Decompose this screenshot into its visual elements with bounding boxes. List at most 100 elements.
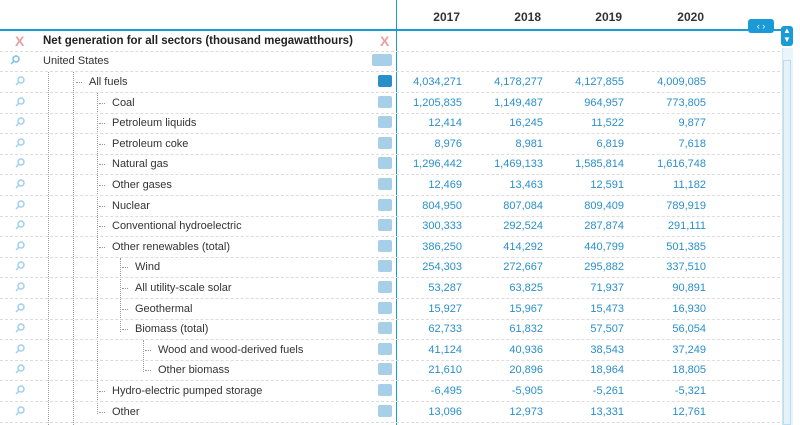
search-icon[interactable] <box>14 219 26 231</box>
column-2020[interactable]: 2020 <box>677 10 704 24</box>
cell-value: -5,321 <box>674 385 706 397</box>
search-icon[interactable] <box>14 405 26 417</box>
cell-value: 9,877 <box>678 117 706 130</box>
search-icon[interactable] <box>14 322 26 334</box>
table-row: All fuels 4,034,271 4,178,277 4,127,855 4,00… <box>0 72 780 93</box>
line-chart-icon[interactable] <box>378 136 392 149</box>
cell-value: 4,178,277 <box>494 76 543 88</box>
search-icon[interactable] <box>14 302 26 314</box>
search-icon[interactable] <box>14 75 26 87</box>
row-label[interactable]: Petroleum liquids <box>112 117 197 130</box>
column-2018[interactable]: 2018 <box>514 10 541 24</box>
vertical-scroll-arrows-icon[interactable]: ▲ ▼ <box>781 26 793 46</box>
row-label[interactable]: Other gases <box>112 179 172 191</box>
line-chart-icon[interactable] <box>378 178 392 190</box>
tree-guide-line <box>73 72 74 425</box>
region-row: United States <box>0 51 780 72</box>
search-icon[interactable] <box>14 363 26 375</box>
row-label[interactable]: Natural gas <box>112 158 169 171</box>
cell-value: 4,034,271 <box>413 76 462 88</box>
cell-value: 90,891 <box>672 282 706 294</box>
line-chart-icon[interactable] <box>378 219 392 232</box>
cell-value: 16,930 <box>672 302 706 315</box>
cell-value: 8,981 <box>515 137 543 150</box>
line-chart-icon[interactable] <box>378 116 392 129</box>
line-chart-icon[interactable] <box>378 157 392 170</box>
cell-value: 292,524 <box>503 220 543 233</box>
row-label[interactable]: Conventional hydroelectric <box>112 220 242 233</box>
row-label[interactable]: Geothermal <box>135 302 193 315</box>
cell-value: 11,522 <box>591 117 624 130</box>
search-icon[interactable] <box>14 384 26 396</box>
line-chart-icon[interactable] <box>378 301 392 314</box>
table-row: Other renewables (total) 386,250 414,292 44… <box>0 237 780 258</box>
row-label[interactable]: Hydro-electric pumped storage <box>112 385 263 397</box>
search-icon[interactable] <box>14 96 26 108</box>
row-label[interactable]: Coal <box>112 96 135 109</box>
search-icon[interactable] <box>14 240 26 252</box>
cell-value: 21,610 <box>428 364 462 377</box>
search-icon[interactable] <box>14 281 26 293</box>
row-label[interactable]: All fuels <box>89 76 128 88</box>
cell-value: 1,469,133 <box>494 158 543 171</box>
remove-x-icon[interactable]: X <box>15 33 25 49</box>
search-icon[interactable] <box>14 137 26 149</box>
search-icon[interactable] <box>14 178 26 190</box>
cell-value: 337,510 <box>666 261 706 274</box>
tree-connector <box>145 370 151 372</box>
line-chart-icon[interactable] <box>378 198 392 211</box>
row-label[interactable]: Petroleum coke <box>112 137 189 150</box>
cell-value: 57,507 <box>590 323 624 336</box>
tree-connector <box>99 102 105 104</box>
cell-value: 295,882 <box>584 261 624 274</box>
row-label[interactable]: Nuclear <box>112 199 150 212</box>
cell-value: 964,957 <box>584 96 624 109</box>
expand-search-icon[interactable] <box>9 54 21 66</box>
line-chart-icon[interactable] <box>378 342 392 355</box>
cell-value: 291,111 <box>667 220 706 233</box>
cell-value: 63,825 <box>509 282 543 294</box>
tree-guide-line <box>48 72 49 425</box>
tree-connector <box>99 411 105 413</box>
row-label[interactable]: Other renewables (total) <box>112 240 230 253</box>
search-icon[interactable] <box>14 260 26 272</box>
chart-toggle-icon[interactable] <box>372 54 392 66</box>
search-icon[interactable] <box>14 157 26 169</box>
cell-value: 287,874 <box>584 220 624 233</box>
line-chart-icon[interactable] <box>378 75 392 87</box>
cell-value: 773,805 <box>666 96 706 109</box>
row-label[interactable]: Wood and wood-derived fuels <box>158 343 304 356</box>
cell-value: -5,905 <box>511 385 543 397</box>
cell-value: 7,618 <box>678 137 706 150</box>
column-2019[interactable]: 2019 <box>595 10 622 24</box>
region-label[interactable]: United States <box>43 55 110 67</box>
column-2017[interactable]: 2017 <box>433 10 460 24</box>
row-label[interactable]: All utility-scale solar <box>135 282 232 294</box>
search-icon[interactable] <box>14 199 26 211</box>
search-icon[interactable] <box>14 116 26 128</box>
line-chart-icon[interactable] <box>378 363 392 376</box>
row-label[interactable]: Other biomass <box>158 364 230 377</box>
cell-value: 12,591 <box>590 179 624 191</box>
line-chart-icon[interactable] <box>378 384 392 396</box>
cell-value: 37,249 <box>672 343 706 356</box>
cell-value: 12,414 <box>428 117 462 130</box>
remove-series-x-icon[interactable]: X <box>380 33 390 49</box>
line-chart-icon[interactable] <box>378 95 392 108</box>
tree-connector <box>99 164 105 166</box>
line-chart-icon[interactable] <box>378 404 392 417</box>
table-row: Wind 254,303 272,667 295,882 337,510 <box>0 257 780 279</box>
vertical-scrollbar-thumb[interactable] <box>783 60 791 425</box>
table-row: Conventional hydroelectric 300,333 292,524… <box>0 216 780 238</box>
row-label[interactable]: Biomass (total) <box>135 323 209 336</box>
row-label[interactable]: Other <box>112 405 140 418</box>
cell-value: 272,667 <box>503 261 543 274</box>
line-chart-icon[interactable] <box>378 322 392 335</box>
cell-value: 20,896 <box>509 364 543 377</box>
search-icon[interactable] <box>14 343 26 355</box>
tree-connector <box>99 205 105 207</box>
row-label[interactable]: Wind <box>135 261 161 274</box>
line-chart-icon[interactable] <box>378 239 392 252</box>
line-chart-icon[interactable] <box>378 260 392 273</box>
line-chart-icon[interactable] <box>378 281 392 293</box>
